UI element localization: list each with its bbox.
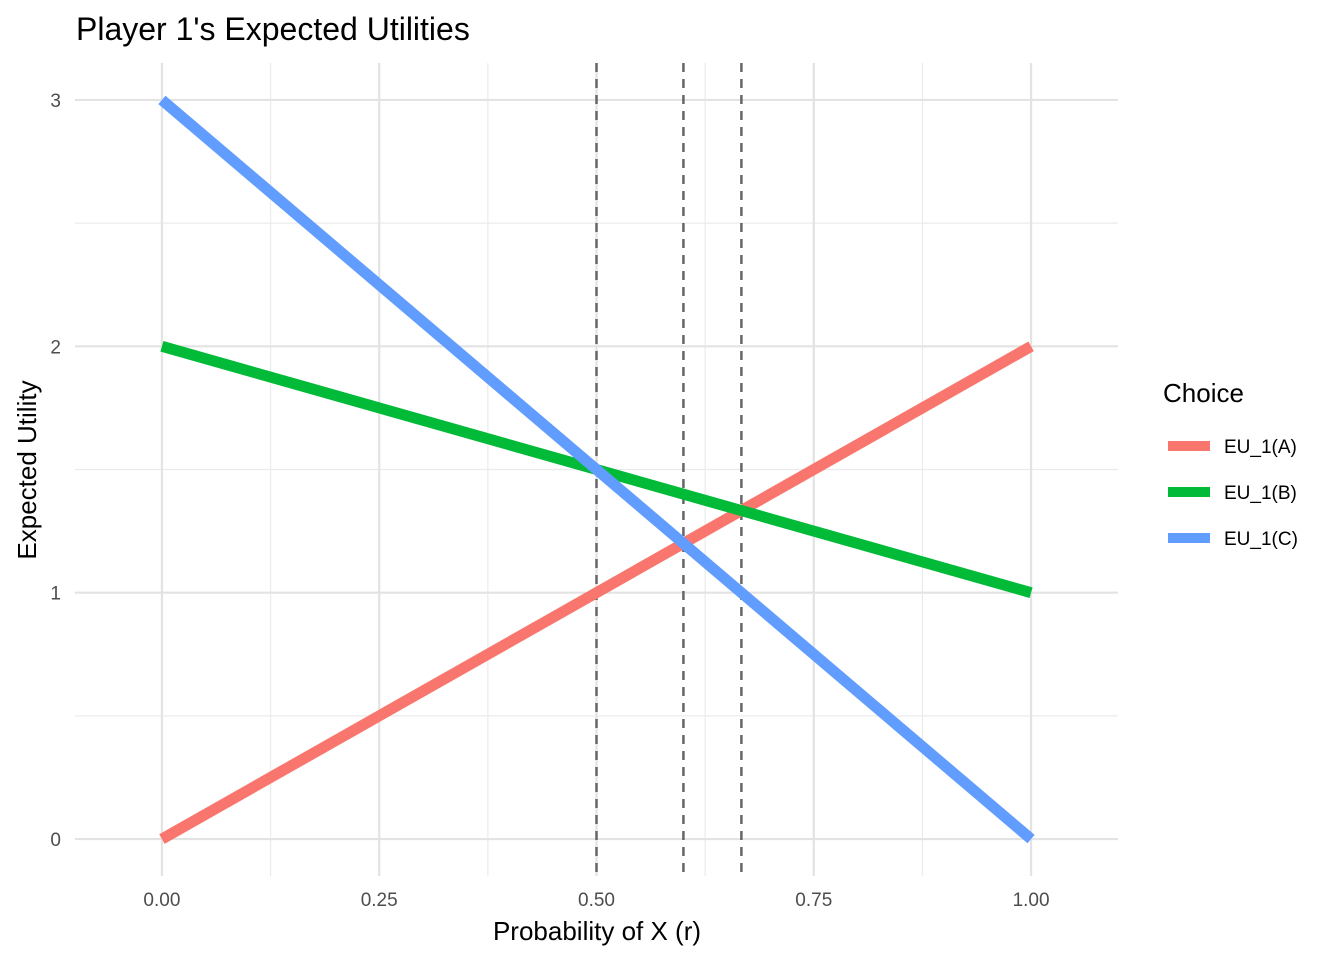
x-tick-label: 0.25 bbox=[361, 890, 398, 911]
y-tick-label: 2 bbox=[50, 337, 61, 358]
legend-label: EU_1(A) bbox=[1224, 437, 1297, 458]
legend-label: EU_1(C) bbox=[1224, 529, 1298, 550]
x-tick-labels: 0.00 0.25 0.50 0.75 1.00 bbox=[143, 890, 1049, 911]
series-line-3 bbox=[158, 95, 1035, 844]
y-tick-label: 0 bbox=[50, 830, 61, 851]
series-line-1 bbox=[159, 341, 1034, 844]
x-tick-label: 0.75 bbox=[795, 890, 832, 911]
x-tick-label: 0.50 bbox=[578, 890, 615, 911]
data-series bbox=[158, 95, 1035, 844]
y-tick-label: 3 bbox=[50, 91, 61, 112]
y-axis-title: Expected Utility bbox=[12, 380, 42, 559]
x-tick-label: 1.00 bbox=[1013, 890, 1050, 911]
legend-label: EU_1(B) bbox=[1224, 483, 1297, 504]
legend-title: Choice bbox=[1163, 378, 1244, 408]
chart-title: Player 1's Expected Utilities bbox=[76, 11, 470, 47]
x-axis-title: Probability of X (r) bbox=[493, 916, 701, 946]
x-tick-label: 0.00 bbox=[143, 890, 180, 911]
y-tick-labels: 0 1 2 3 bbox=[50, 91, 61, 851]
legend: Choice EU_1(A) EU_1(B) EU_1(C) bbox=[1163, 378, 1298, 550]
y-tick-label: 1 bbox=[50, 584, 61, 605]
